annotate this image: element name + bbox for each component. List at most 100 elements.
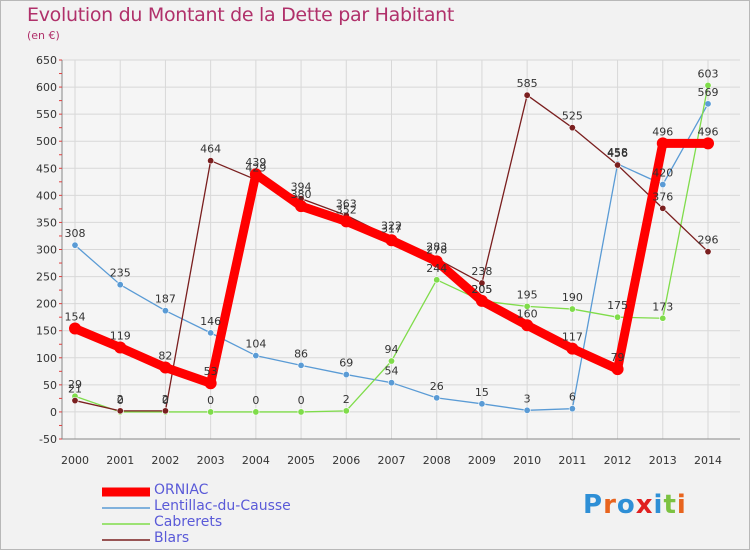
data-point: [114, 341, 127, 354]
data-label: 187: [155, 293, 176, 306]
legend-label-orniac: ORNIAC: [154, 482, 209, 498]
legend-label-cabrerets: Cabrerets: [154, 514, 223, 530]
data-label: 104: [245, 338, 266, 351]
logo-letter: i: [676, 490, 687, 520]
x-tick-label: 2010: [513, 454, 541, 467]
data-point: [161, 407, 169, 415]
x-tick-label: 2005: [287, 454, 315, 467]
chart-subtitle: (en €): [27, 29, 60, 42]
data-point: [566, 342, 579, 355]
data-point: [387, 379, 395, 387]
data-point: [207, 329, 215, 337]
data-point: [523, 406, 531, 414]
data-point: [568, 124, 576, 132]
legend-swatch-lentillac: [102, 507, 150, 509]
data-label: 146: [200, 315, 221, 328]
y-tick-label: 100: [36, 352, 57, 365]
data-label: 175: [607, 299, 628, 312]
y-tick-label: 500: [36, 135, 57, 148]
data-point: [207, 157, 215, 165]
data-point: [523, 91, 531, 99]
data-label: 585: [517, 77, 538, 90]
data-label: 308: [65, 227, 86, 240]
data-label: 0: [298, 394, 305, 407]
y-tick-label: 250: [36, 271, 57, 284]
data-point: [249, 168, 262, 181]
data-label: 0: [117, 394, 124, 407]
proxiti-logo: Proxiti: [583, 490, 687, 520]
data-point: [521, 319, 534, 332]
x-tick-label: 2000: [61, 454, 89, 467]
data-point: [611, 363, 624, 376]
y-tick-label: 450: [36, 162, 57, 175]
data-point: [656, 137, 669, 150]
data-label: 86: [294, 347, 308, 360]
data-label: 0: [207, 394, 214, 407]
logo-letter: P: [583, 490, 604, 520]
legend-swatch-blars: [102, 539, 150, 541]
data-point: [161, 307, 169, 315]
data-label: 394: [291, 181, 312, 194]
data-point: [342, 371, 350, 379]
data-point: [71, 241, 79, 249]
data-label: 238: [471, 265, 492, 278]
data-point: [659, 181, 667, 189]
logo-letter: r: [603, 490, 617, 520]
legend-item-orniac: ORNIAC: [102, 482, 322, 500]
y-tick-label: 150: [36, 325, 57, 338]
logo-text: Proxiti: [583, 490, 687, 520]
legend-item-lentillac: Lentillac-du-Causse: [102, 498, 322, 516]
data-point: [295, 200, 308, 213]
data-label: 296: [698, 234, 719, 247]
data-point: [614, 161, 622, 169]
data-label: 496: [698, 125, 719, 138]
y-tick-label: 650: [36, 54, 57, 67]
logo-letter: t: [663, 490, 677, 520]
data-point: [475, 294, 488, 307]
logo-letter: i: [653, 490, 664, 520]
x-tick-label: 2003: [197, 454, 225, 467]
data-label: 235: [110, 267, 131, 280]
data-label: 53: [204, 365, 218, 378]
data-point: [704, 81, 712, 89]
data-label: 569: [698, 86, 719, 99]
logo-letter: x: [635, 490, 654, 520]
data-point: [659, 314, 667, 322]
x-tick-label: 2002: [151, 454, 179, 467]
data-label: 439: [245, 156, 266, 169]
data-label: 464: [200, 143, 221, 156]
data-point: [523, 302, 531, 310]
data-label: 117: [562, 331, 583, 344]
data-label: 6: [569, 391, 576, 404]
data-point: [342, 407, 350, 415]
data-point: [207, 408, 215, 416]
x-tick-label: 2004: [242, 454, 270, 467]
data-point: [116, 281, 124, 289]
legend-label-lentillac: Lentillac-du-Causse: [154, 498, 291, 514]
data-point: [69, 322, 81, 335]
data-label: 0: [252, 394, 259, 407]
data-label: 82: [158, 350, 172, 363]
data-label: 283: [426, 241, 447, 254]
y-tick-label: 50: [43, 379, 57, 392]
data-point: [704, 100, 712, 108]
data-label: 205: [471, 283, 492, 296]
data-point: [204, 377, 217, 390]
data-point: [433, 276, 441, 284]
data-point: [252, 352, 260, 360]
data-point: [297, 361, 305, 369]
data-label: 380: [291, 188, 312, 201]
data-label: 2: [117, 393, 124, 406]
y-tick-label: 400: [36, 189, 57, 202]
data-label: 79: [611, 351, 625, 364]
data-label: 244: [426, 262, 447, 275]
y-tick-label: 200: [36, 298, 57, 311]
data-point: [71, 397, 79, 405]
data-label: 456: [607, 147, 628, 160]
data-point: [614, 313, 622, 321]
data-label: 429: [245, 162, 266, 175]
data-label: 173: [652, 300, 673, 313]
data-label: 278: [426, 243, 447, 256]
data-label: 376: [652, 190, 673, 203]
